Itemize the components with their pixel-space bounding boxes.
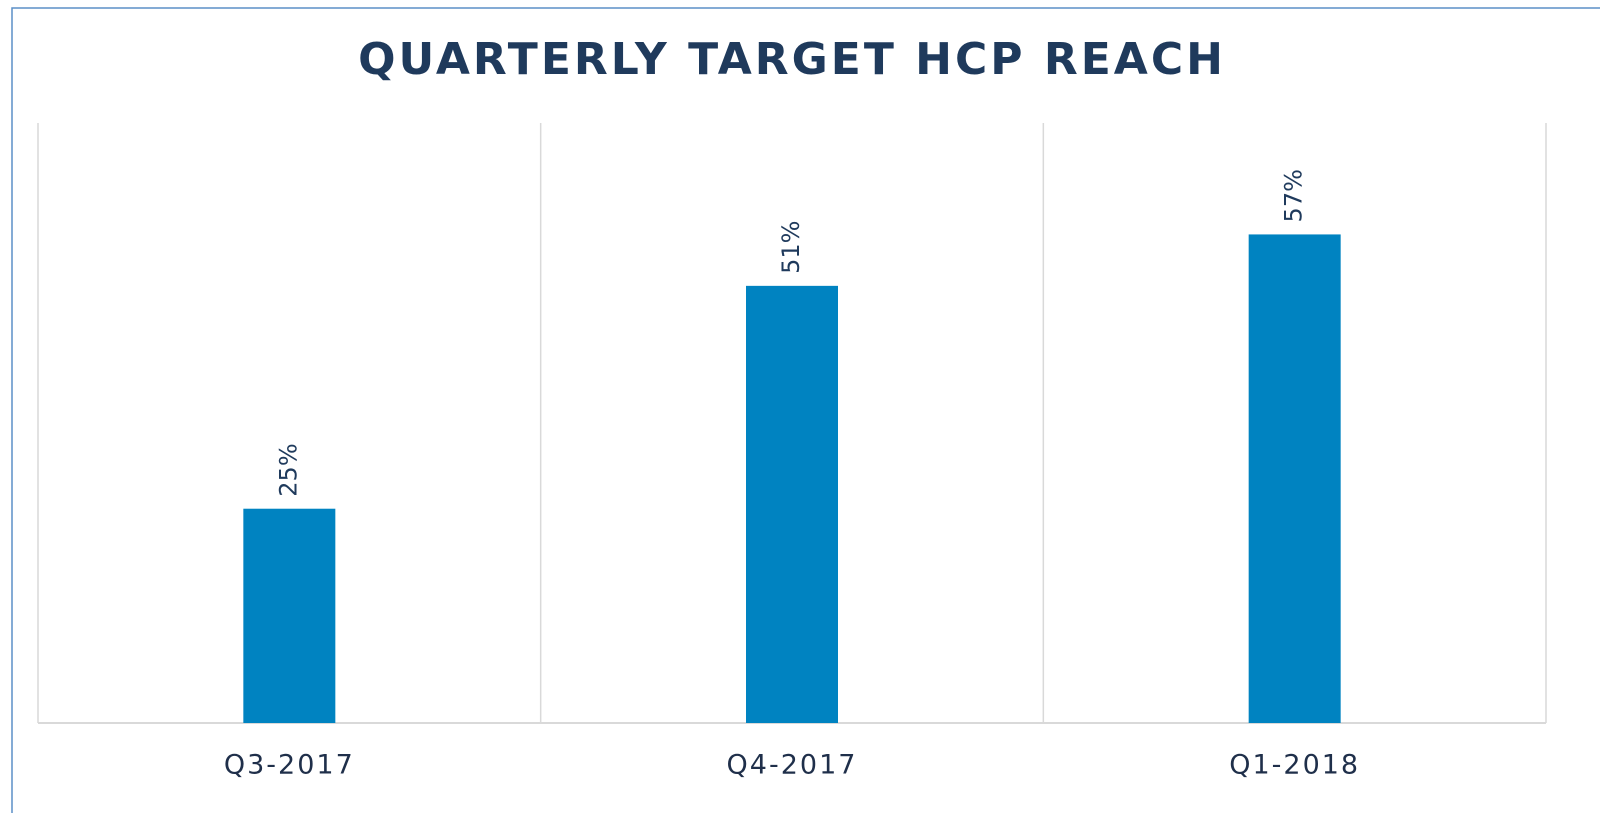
- x-tick-label: Q1-2018: [1229, 750, 1360, 781]
- data-label: 51%: [777, 221, 805, 274]
- chart-title: QUARTERLY TARGET HCP REACH: [358, 34, 1226, 85]
- x-tick-label: Q3-2017: [224, 750, 355, 781]
- x-tick-label: Q4-2017: [727, 750, 858, 781]
- bar: [1248, 234, 1341, 723]
- bar: [746, 285, 838, 723]
- bar: [243, 508, 336, 723]
- data-label: 25%: [274, 443, 302, 496]
- data-label: 57%: [1280, 169, 1308, 222]
